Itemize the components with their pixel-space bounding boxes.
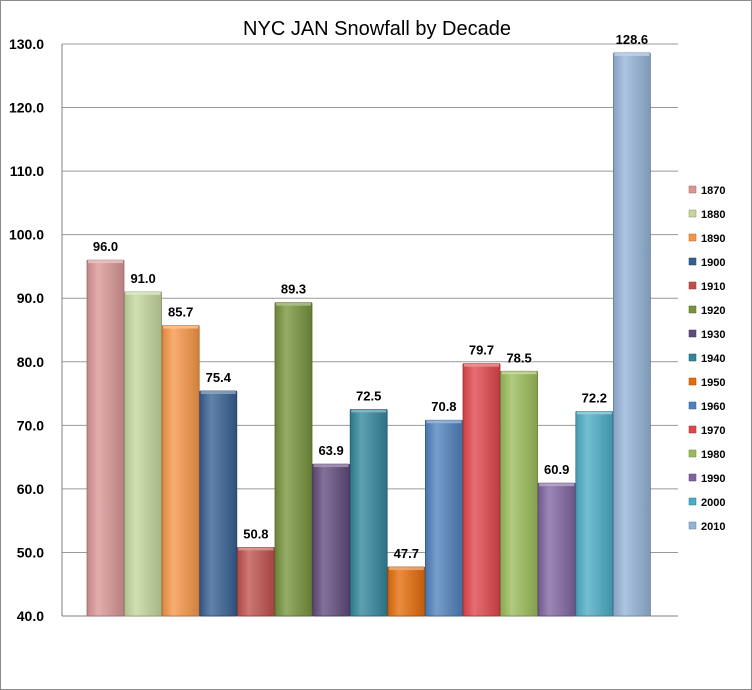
data-label-1970: 79.7 [469, 343, 494, 358]
legend-label-1890: 1890 [701, 233, 725, 245]
y-tick-label: 130.0 [9, 36, 44, 52]
legend-swatch-1950 [688, 377, 697, 386]
bar-cap-1980 [501, 371, 537, 375]
bar-1870 [86, 259, 125, 617]
legend-label-1980: 1980 [701, 449, 725, 461]
legend-label-2000: 2000 [701, 497, 725, 509]
data-label-1880: 91.0 [130, 271, 155, 286]
bar-cap-1960 [426, 420, 462, 424]
legend-label-1970: 1970 [701, 425, 725, 437]
y-tick-label: 100.0 [9, 227, 44, 243]
bar-cap-1900 [200, 391, 236, 395]
bar-1950 [387, 566, 426, 617]
bar-cap-2000 [576, 411, 612, 415]
data-label-1980: 78.5 [506, 350, 531, 365]
legend-label-1910: 1910 [701, 281, 725, 293]
legend-swatch-1940 [688, 353, 697, 362]
legend-swatch-1880 [688, 209, 697, 218]
bar-cap-1940 [351, 409, 387, 413]
legend-label-2010: 2010 [701, 521, 725, 533]
data-label-1900: 75.4 [206, 370, 232, 385]
y-tick-label: 40.0 [17, 608, 44, 624]
data-label-2010: 128.6 [616, 32, 649, 47]
chart-title: NYC JAN Snowfall by Decade [243, 18, 511, 40]
data-label-1960: 70.8 [431, 399, 456, 414]
data-label-1920: 89.3 [281, 282, 306, 297]
bar-cap-1950 [388, 567, 424, 571]
y-tick-label: 80.0 [17, 354, 44, 370]
legend-swatch-1910 [688, 281, 697, 290]
legend-swatch-1930 [688, 329, 697, 338]
legend-swatch-2000 [688, 497, 697, 506]
legend-label-1960: 1960 [701, 401, 725, 413]
y-tick-label: 60.0 [17, 481, 44, 497]
bar-1940 [349, 409, 388, 617]
bar-1900 [199, 390, 238, 617]
bar-cap-1930 [313, 464, 349, 468]
bar-cap-1910 [238, 547, 274, 551]
bar-cap-1870 [88, 260, 123, 264]
legend-label-1930: 1930 [701, 329, 725, 341]
data-label-1870: 96.0 [93, 239, 118, 254]
bar-1890 [161, 325, 200, 617]
bar-1960 [424, 419, 463, 617]
data-label-2000: 72.2 [582, 390, 607, 405]
data-labels: 96.0 91.0 85.7 75.4 50.8 89.3 63.9 72.5 47.7 70.8… [93, 32, 648, 561]
legend-label-1990: 1990 [701, 473, 725, 485]
legend-swatch-1920 [688, 305, 697, 314]
y-tick-label: 90.0 [17, 290, 44, 306]
bar-cap-1890 [163, 325, 199, 329]
legend-swatch-2010 [688, 521, 697, 530]
bar-2000 [575, 410, 614, 617]
data-label-1890: 85.7 [168, 305, 193, 320]
data-label-1910: 50.8 [243, 526, 268, 541]
legend: 1870 1880 1890 1900 1910 1920 1930 1940 1950 1960… [688, 185, 725, 533]
bar-cap-1880 [125, 291, 161, 295]
bar-1880 [124, 291, 162, 617]
y-tick-label: 120.0 [9, 100, 44, 116]
bar-cap-1920 [276, 302, 311, 306]
legend-swatch-1870 [688, 185, 697, 194]
bar-series [86, 52, 651, 617]
bar-cap-2010 [614, 52, 650, 56]
legend-swatch-1900 [688, 257, 697, 266]
data-label-1990: 60.9 [544, 462, 569, 477]
legend-swatch-1990 [688, 473, 697, 482]
bar-1920 [274, 302, 313, 617]
legend-label-1950: 1950 [701, 377, 725, 389]
data-label-1940: 72.5 [356, 388, 381, 403]
legend-swatch-1980 [688, 449, 697, 458]
data-label-1930: 63.9 [318, 443, 343, 458]
bar-1910 [236, 546, 275, 617]
y-tick-label: 110.0 [10, 163, 44, 179]
y-axis-ticks: 40.0 50.0 60.0 70.0 80.0 90.0 100.0 110.0 120.0 1… [9, 36, 44, 624]
bar-2010 [613, 52, 651, 617]
legend-label-1870: 1870 [701, 185, 725, 197]
y-tick-label: 70.0 [17, 417, 44, 433]
bar-1980 [500, 370, 539, 617]
legend-swatch-1890 [688, 233, 697, 242]
legend-label-1880: 1880 [701, 209, 725, 221]
bar-cap-1970 [464, 363, 499, 367]
legend-label-1940: 1940 [701, 353, 725, 365]
y-tick-label: 50.0 [17, 544, 44, 560]
legend-swatch-1960 [688, 401, 697, 410]
bar-1990 [537, 482, 576, 617]
legend-label-1920: 1920 [701, 305, 725, 317]
bar-1930 [312, 463, 351, 617]
legend-label-1900: 1900 [701, 257, 725, 269]
bar-cap-1990 [539, 483, 575, 487]
bar-1970 [462, 363, 501, 617]
legend-swatch-1970 [688, 425, 697, 434]
data-label-1950: 47.7 [394, 546, 419, 561]
